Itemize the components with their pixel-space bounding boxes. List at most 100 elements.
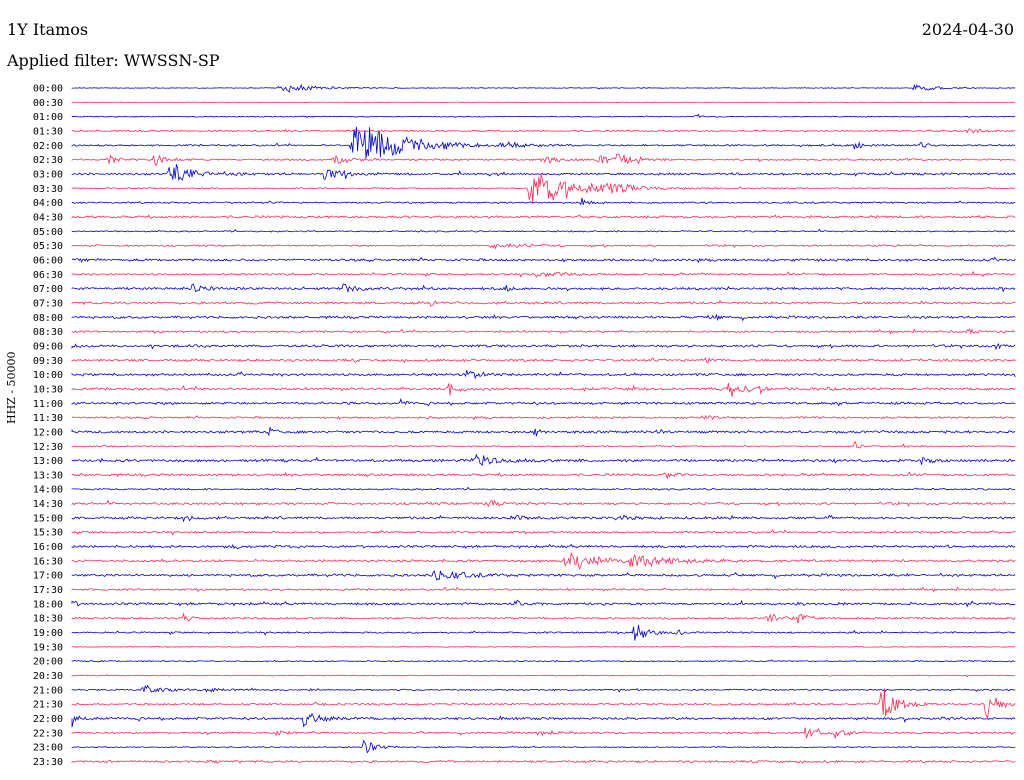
time-tick-label: 18:00 [33, 599, 63, 610]
time-tick-label: 15:30 [33, 528, 63, 539]
seismic-trace [71, 486, 1016, 491]
seismic-trace [71, 299, 1016, 307]
time-tick-label: 00:00 [33, 84, 63, 95]
date-label: 2024-04-30 [921, 20, 1014, 39]
seismic-trace [71, 153, 1016, 167]
time-tick-label: 07:30 [33, 298, 63, 309]
seismic-trace [71, 357, 1016, 364]
seismic-trace [71, 514, 1016, 523]
time-tick-label: 00:30 [33, 98, 63, 109]
time-tick-label: 23:30 [33, 757, 63, 768]
seismic-trace [71, 727, 1016, 740]
seismic-trace [71, 684, 1016, 693]
time-tick-label: 11:00 [33, 399, 63, 410]
seismic-trace [71, 101, 1016, 104]
time-tick-label: 12:00 [33, 427, 63, 438]
seismic-trace [71, 673, 1016, 678]
time-tick-label: 20:30 [33, 671, 63, 682]
seismic-trace [71, 441, 1016, 449]
seismic-trace [71, 397, 1016, 407]
time-tick-label: 12:30 [33, 442, 63, 453]
seismic-trace [71, 599, 1016, 608]
seismic-trace [71, 113, 1016, 119]
seismic-trace [71, 688, 1016, 720]
seismic-trace [71, 197, 1016, 206]
time-tick-label: 17:30 [33, 585, 63, 596]
seismic-trace [71, 370, 1016, 380]
time-tick-label: 11:30 [33, 413, 63, 424]
time-tick-label: 21:00 [33, 685, 63, 696]
time-tick-label: 16:00 [33, 542, 63, 553]
seismic-trace [71, 242, 1016, 250]
seismic-trace [71, 471, 1016, 480]
time-tick-label: 18:30 [33, 614, 63, 625]
time-tick-label: 08:30 [33, 327, 63, 338]
seismic-trace [71, 83, 1016, 94]
time-tick-label: 09:30 [33, 356, 63, 367]
time-tick-label: 08:00 [33, 313, 63, 324]
seismic-trace [71, 164, 1016, 182]
seismic-trace [71, 228, 1016, 233]
seismic-trace [71, 174, 1016, 203]
seismic-trace [71, 256, 1016, 264]
seismic-trace [71, 453, 1016, 466]
time-tick-label: 07:00 [33, 284, 63, 295]
time-tick-label: 13:30 [33, 470, 63, 481]
time-tick-label: 15:00 [33, 513, 63, 524]
time-tick-label: 01:00 [33, 112, 63, 123]
seismic-trace [71, 659, 1016, 663]
seismic-trace [71, 624, 1016, 641]
seismic-trace [71, 313, 1016, 322]
seismic-trace [71, 414, 1016, 421]
seismic-trace [71, 739, 1016, 754]
time-tick-label: 03:00 [33, 169, 63, 180]
seismic-trace [71, 128, 1016, 134]
time-tick-label: 05:30 [33, 241, 63, 252]
time-tick-label: 03:30 [33, 184, 63, 195]
time-tick-label: 10:00 [33, 370, 63, 381]
time-tick-label: 06:30 [33, 270, 63, 281]
filter-label: Applied filter: WWSSN-SP [7, 51, 220, 70]
time-tick-label: 10:30 [33, 384, 63, 395]
time-tick-label: 13:00 [33, 456, 63, 467]
seismic-trace [71, 214, 1016, 219]
time-tick-label: 21:30 [33, 700, 63, 711]
seismic-trace [71, 499, 1016, 508]
time-tick-label: 05:00 [33, 227, 63, 238]
seismic-trace [71, 342, 1016, 351]
time-tick-label: 04:00 [33, 198, 63, 209]
seismic-trace [71, 552, 1016, 570]
seismic-trace [71, 759, 1016, 764]
time-tick-label: 16:30 [33, 556, 63, 567]
time-tick-label: 22:00 [33, 714, 63, 725]
time-tick-label: 14:30 [33, 499, 63, 510]
seismic-trace [71, 126, 1016, 159]
seismic-trace [71, 543, 1016, 550]
time-tick-label: 02:00 [33, 141, 63, 152]
time-tick-label: 20:00 [33, 657, 63, 668]
time-tick-label: 22:30 [33, 728, 63, 739]
time-tick-label: 19:00 [33, 628, 63, 639]
seismic-trace [71, 586, 1016, 593]
time-tick-label: 14:00 [33, 485, 63, 496]
time-tick-label: 01:30 [33, 126, 63, 137]
time-tick-label: 23:00 [33, 743, 63, 754]
time-tick-label: 19:30 [33, 642, 63, 653]
time-tick-label: 17:00 [33, 571, 63, 582]
seismic-trace [71, 283, 1016, 294]
seismic-trace [71, 328, 1016, 335]
seismic-trace [71, 529, 1016, 536]
seismic-trace [71, 270, 1016, 278]
time-tick-label: 09:00 [33, 341, 63, 352]
time-tick-label: 06:00 [33, 255, 63, 266]
time-tick-label: 04:30 [33, 212, 63, 223]
seismic-trace [71, 570, 1016, 581]
seismic-trace [71, 645, 1016, 649]
station-title: 1Y Itamos [7, 20, 89, 39]
seismic-trace [71, 612, 1016, 624]
seismic-trace [71, 712, 1016, 728]
seismic-trace [71, 382, 1016, 397]
seismic-trace [71, 425, 1016, 437]
time-tick-label: 02:30 [33, 155, 63, 166]
